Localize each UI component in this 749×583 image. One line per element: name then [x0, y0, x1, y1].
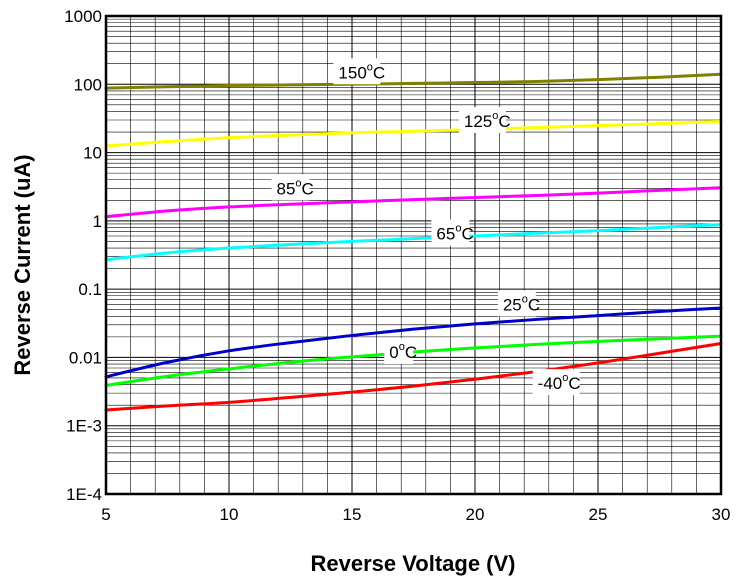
series-line-0c — [104, 334, 723, 387]
x-tick-label: 10 — [220, 505, 239, 524]
curve-label-background — [271, 174, 310, 201]
curve-label-65c: 65oC — [431, 219, 474, 246]
curve-label-25c: 25oC — [497, 290, 540, 317]
label-unit: C — [302, 179, 314, 198]
tick-labels: 5 10 15 20 25 30 1E-4 1E-3 0.01 0.1 1 10 100 1000 — [64, 7, 730, 524]
label-value: 0 — [389, 343, 398, 362]
curve-label-background — [532, 369, 580, 396]
label-value: 125 — [464, 112, 492, 131]
label-value: 85 — [277, 179, 296, 198]
label-unit: C — [461, 225, 473, 244]
curve-label-text: 85oC — [277, 177, 314, 198]
label-unit: C — [568, 374, 580, 393]
curve-label-background — [384, 338, 414, 365]
y-tick-label: 1 — [93, 212, 102, 231]
x-tick-label: 20 — [466, 505, 485, 524]
label-value: -40 — [538, 374, 563, 393]
x-tick-label: 30 — [712, 505, 731, 524]
curve-label-85c: 85oC — [271, 174, 314, 201]
series-line-25c — [104, 306, 723, 379]
curve-label-text: 25oC — [503, 293, 540, 314]
curve-label-background — [458, 106, 506, 133]
series-curves — [104, 72, 723, 412]
y-tick-label: 0.1 — [78, 280, 102, 299]
label-unit: C — [405, 343, 417, 362]
label-degree: o — [455, 223, 461, 235]
x-tick-label: 5 — [101, 505, 110, 524]
label-unit: C — [373, 63, 385, 82]
series-line-65c — [104, 223, 723, 262]
plot-frame — [104, 14, 723, 496]
label-value: 25 — [503, 295, 522, 314]
label-degree: o — [295, 177, 301, 189]
label-degree: o — [492, 110, 498, 122]
curve-label-text: 0oC — [389, 341, 417, 362]
label-degree: o — [399, 341, 405, 353]
curve-label-text: 125oC — [464, 110, 511, 131]
label-unit: C — [528, 295, 540, 314]
y-tick-label: 1000 — [64, 7, 102, 26]
x-axis-title: Reverse Voltage (V) — [310, 551, 515, 576]
curve-label-minus40c: -40oC — [532, 369, 581, 396]
y-tick-label: 100 — [74, 75, 102, 94]
curve-label-text: 150oC — [338, 61, 385, 82]
series-line-125c — [104, 120, 723, 148]
curve-label-125c: 125oC — [458, 106, 511, 133]
x-tick-label: 15 — [343, 505, 362, 524]
curve-label-text: 65oC — [436, 223, 473, 244]
label-value: 150 — [338, 63, 366, 82]
y-tick-label: 10 — [83, 144, 102, 163]
series-line-85c — [104, 186, 723, 219]
series-line-minus40c — [104, 341, 723, 412]
label-degree: o — [562, 372, 568, 384]
curve-label-background — [497, 290, 536, 317]
y-tick-label: 1E-3 — [66, 417, 102, 436]
curve-label-background — [431, 219, 470, 246]
grid-lines — [106, 16, 721, 494]
y-axis-title: Reverse Current (uA) — [10, 154, 35, 375]
curve-label-150c: 150oC — [333, 58, 385, 85]
curve-label-text: -40oC — [538, 372, 581, 393]
y-tick-label: 1E-4 — [66, 485, 102, 504]
label-value: 65 — [436, 225, 455, 244]
label-degree: o — [367, 61, 373, 73]
label-unit: C — [498, 112, 510, 131]
series-line-150c — [104, 72, 723, 90]
curve-label-0c: 0oC — [384, 338, 417, 365]
y-tick-label: 0.01 — [69, 348, 102, 367]
label-degree: o — [522, 293, 528, 305]
curve-label-background — [333, 58, 381, 85]
x-tick-label: 25 — [589, 505, 608, 524]
